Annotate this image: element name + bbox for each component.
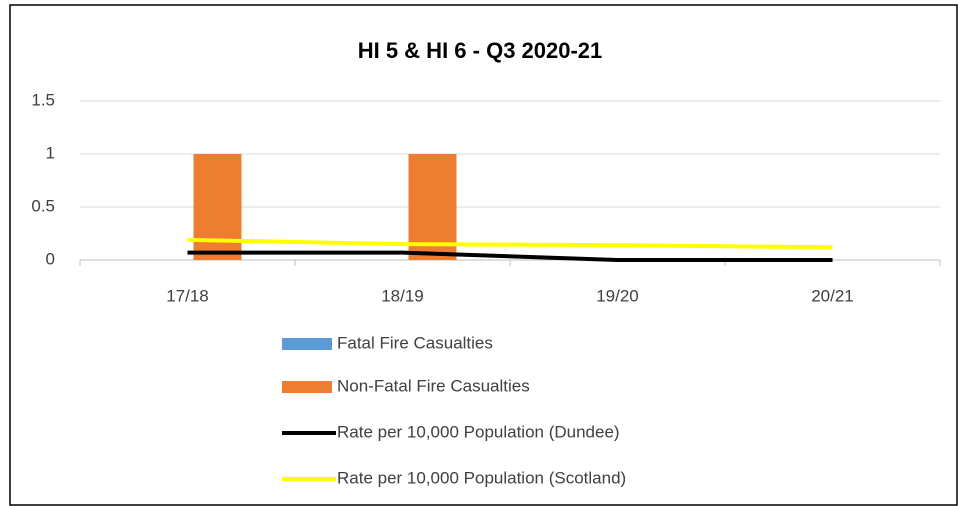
- x-tick-label: 18/19: [381, 286, 424, 305]
- legend-label: Non-Fatal Fire Casualties: [337, 376, 530, 395]
- y-tick-label: 0.5: [31, 196, 55, 215]
- chart-title: HI 5 & HI 6 - Q3 2020-21: [358, 38, 603, 63]
- legend-swatch: [282, 338, 332, 350]
- y-tick-label: 1: [46, 143, 55, 162]
- line-series: [187, 250, 833, 262]
- legend-label: Rate per 10,000 Population (Dundee): [337, 422, 620, 441]
- legend-label: Rate per 10,000 Population (Scotland): [337, 468, 626, 487]
- x-tick-label: 17/18: [166, 286, 209, 305]
- legend-swatch: [282, 381, 332, 393]
- legend-label: Fatal Fire Casualties: [337, 333, 493, 352]
- bar: [193, 154, 242, 260]
- line-series: [187, 237, 833, 250]
- x-tick-label: 19/20: [596, 286, 639, 305]
- y-tick-label: 1.5: [31, 90, 55, 109]
- x-tick-label: 20/21: [811, 286, 854, 305]
- y-tick-label: 0: [46, 249, 55, 268]
